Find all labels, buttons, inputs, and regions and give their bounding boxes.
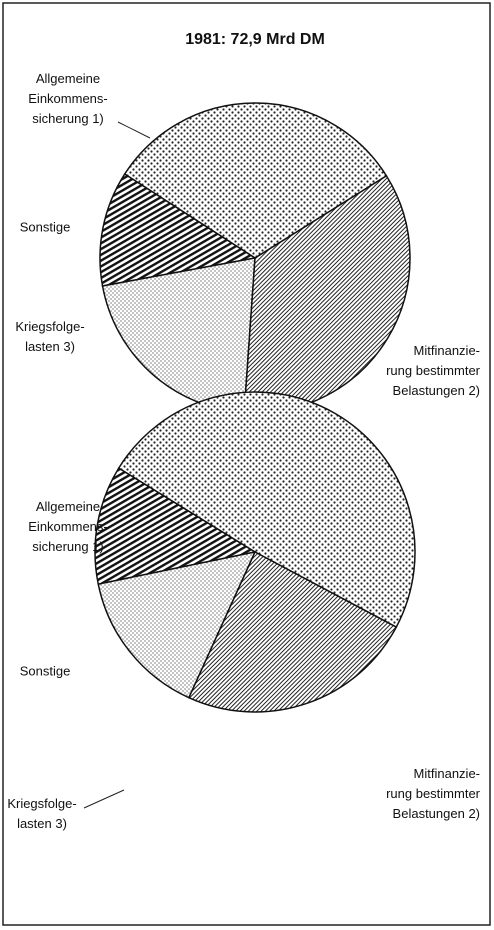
slice-label: Sonstige [20, 219, 71, 234]
chart-title: 1981: 72,9 Mrd DM [185, 31, 325, 48]
pie-slice [123, 102, 388, 259]
slice-label: Allgemeine Einkommens-sicherung 1) [28, 71, 107, 126]
slice-label: Mitfinanzie-rung bestimmter Belastungen 2… [386, 766, 481, 821]
pie-slice [117, 391, 416, 629]
slice-label: Mitfinanzie-rung bestimmter Belastungen 2… [386, 343, 481, 398]
slice-label: Kriegsfolge-lasten 3) [15, 319, 84, 354]
leader-line [117, 121, 151, 139]
pie-slice [97, 550, 257, 699]
pie-slice [94, 467, 258, 586]
slice-label: Kriegsfolge-lasten 3) [7, 796, 76, 831]
pie-slice [187, 550, 398, 713]
pie-slice [99, 172, 257, 287]
pie-slice [101, 257, 256, 414]
slice-label: Allgemeine Einkommens-sicherung 1) [28, 499, 107, 554]
leader-line [83, 789, 125, 809]
slice-label: Sonstige [20, 663, 71, 678]
